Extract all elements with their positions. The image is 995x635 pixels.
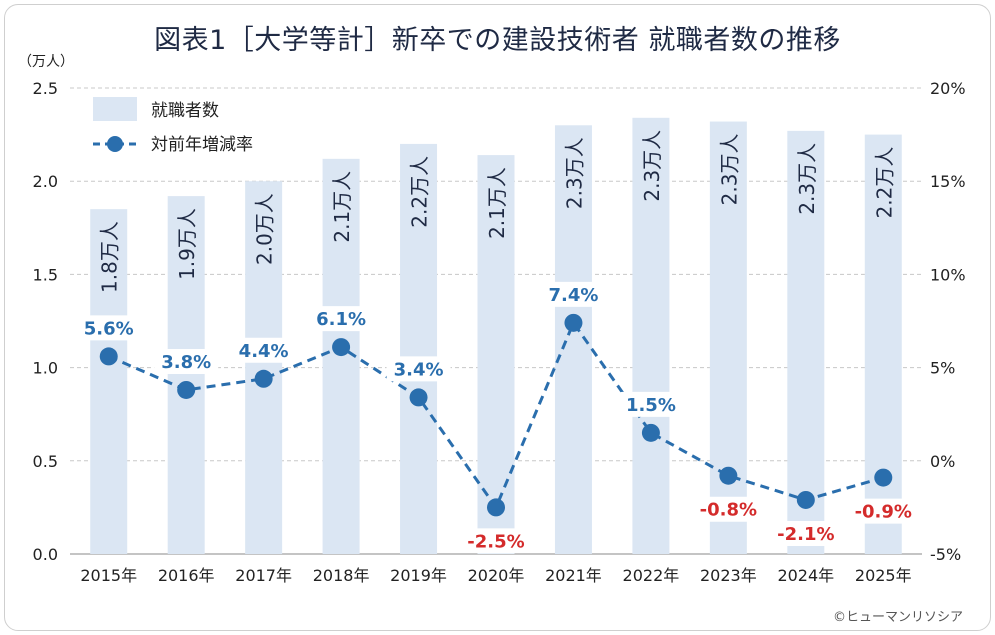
bar bbox=[90, 209, 128, 554]
y-right-tick-label: 5% bbox=[930, 359, 955, 378]
rate-point bbox=[641, 423, 660, 442]
y-left-unit-label: （万人） bbox=[18, 54, 74, 70]
rate-label-background bbox=[309, 306, 374, 332]
copyright-credit: ©ヒューマンリソシア bbox=[832, 610, 963, 625]
bar-value-label: 2.1万人 bbox=[330, 171, 354, 243]
y-right-tick-label: 20% bbox=[930, 79, 966, 98]
y-left-tick-label: 2.5 bbox=[33, 79, 58, 98]
y-left-tick-label: 0.0 bbox=[33, 545, 58, 564]
x-tick-label: 2016年 bbox=[158, 566, 215, 585]
rate-point bbox=[409, 388, 428, 407]
rate-label-background bbox=[541, 281, 606, 307]
rate-value-label: 1.5% bbox=[626, 395, 676, 416]
rate-label-background bbox=[696, 496, 761, 522]
y-left-tick-label: 1.0 bbox=[33, 359, 58, 378]
y-right-tick-label: -5% bbox=[930, 545, 961, 564]
y-right-tick-label: 10% bbox=[930, 265, 966, 284]
rate-point bbox=[177, 380, 196, 399]
x-tick-label: 2021年 bbox=[545, 566, 602, 585]
rate-point bbox=[564, 313, 583, 332]
x-tick-label: 2024年 bbox=[777, 566, 834, 585]
rate-value-label: -0.8% bbox=[700, 500, 757, 521]
rate-value-label: 6.1% bbox=[316, 309, 366, 330]
bar-value-label: 2.0万人 bbox=[253, 193, 277, 265]
rate-label-background bbox=[386, 356, 451, 382]
y-left-tick-label: 2.0 bbox=[33, 172, 58, 191]
rate-label-background bbox=[154, 348, 219, 374]
rate-label-background bbox=[773, 520, 838, 546]
x-tick-label: 2017年 bbox=[235, 566, 292, 585]
rate-point bbox=[874, 468, 893, 487]
bar-series: 1.8万人 1.9万人 2.0万人 2.1万人 2.2万人 2.1万人 2.3万人 2.3万人… bbox=[90, 117, 902, 555]
bar-value-label: 2.3万人 bbox=[795, 143, 819, 215]
rate-value-label: -0.9% bbox=[855, 502, 912, 523]
legend-line-label: 対前年増減率 bbox=[151, 135, 253, 155]
bar-value-label: 2.3万人 bbox=[562, 137, 586, 209]
rate-point bbox=[332, 338, 351, 357]
legend-line-marker bbox=[107, 136, 123, 152]
y-right-tick-label: 0% bbox=[930, 452, 955, 471]
bar-value-label: 2.1万人 bbox=[485, 167, 509, 239]
bar-value-label: 2.2万人 bbox=[872, 147, 896, 219]
chart-title: 図表1［大学等計］新卒での建設技術者 就職者数の推移 bbox=[154, 25, 841, 56]
bar-value-label: 2.2万人 bbox=[408, 156, 432, 228]
y-left-tick-label: 1.5 bbox=[33, 265, 58, 284]
x-tick-label: 2023年 bbox=[700, 566, 757, 585]
x-tick-label: 2019年 bbox=[390, 566, 447, 585]
bar-value-label: 1.8万人 bbox=[98, 221, 122, 293]
rate-value-label: 3.8% bbox=[161, 352, 211, 373]
rate-point bbox=[796, 490, 815, 509]
x-tick-label: 2015年 bbox=[80, 566, 137, 585]
rate-label-background bbox=[618, 391, 683, 417]
rate-point bbox=[487, 498, 505, 517]
x-tick-label: 2018年 bbox=[313, 566, 370, 585]
rate-point bbox=[254, 369, 273, 388]
y-right-tick-label: 15% bbox=[930, 172, 966, 191]
rate-label-background bbox=[464, 528, 528, 554]
rate-value-label: -2.5% bbox=[467, 531, 524, 552]
legend-bar-swatch bbox=[93, 97, 137, 121]
bar bbox=[400, 143, 438, 555]
bar bbox=[787, 130, 825, 554]
rate-value-label: -2.1% bbox=[777, 524, 834, 545]
rate-line-series: 5.6% 3.8% 4.4% 6.1% 3.4% -2.5% 7.4% 1.5% -0.8% -2… bbox=[76, 281, 916, 554]
bar bbox=[167, 196, 205, 554]
bar bbox=[632, 117, 670, 554]
bar-value-label: 2.3万人 bbox=[717, 134, 741, 206]
rate-value-label: 5.6% bbox=[84, 318, 134, 339]
legend-bar-label: 就職者数 bbox=[151, 101, 219, 121]
rate-label-background bbox=[76, 315, 141, 341]
x-tick-label: 2025年 bbox=[855, 566, 912, 585]
bar bbox=[477, 155, 515, 554]
bar-value-label: 2.3万人 bbox=[640, 130, 664, 202]
rate-value-label: 7.4% bbox=[548, 285, 598, 306]
x-tick-label: 2022年 bbox=[623, 566, 680, 585]
rate-label-background bbox=[851, 498, 916, 524]
x-tick-label: 2020年 bbox=[468, 566, 525, 585]
rate-label-background bbox=[231, 337, 296, 363]
axes: 0.0 0.5 1.0 1.5 2.0 2.5 -5% 0% 5% 10% 15% 20% （万人） 20… bbox=[18, 54, 966, 585]
rate-value-label: 4.4% bbox=[239, 341, 289, 362]
rate-point bbox=[719, 466, 738, 485]
bar bbox=[245, 181, 283, 554]
rate-value-label: 3.4% bbox=[394, 359, 444, 380]
bar-value-label: 1.9万人 bbox=[175, 208, 199, 280]
rate-point bbox=[99, 347, 118, 366]
y-left-tick-label: 0.5 bbox=[33, 452, 58, 471]
